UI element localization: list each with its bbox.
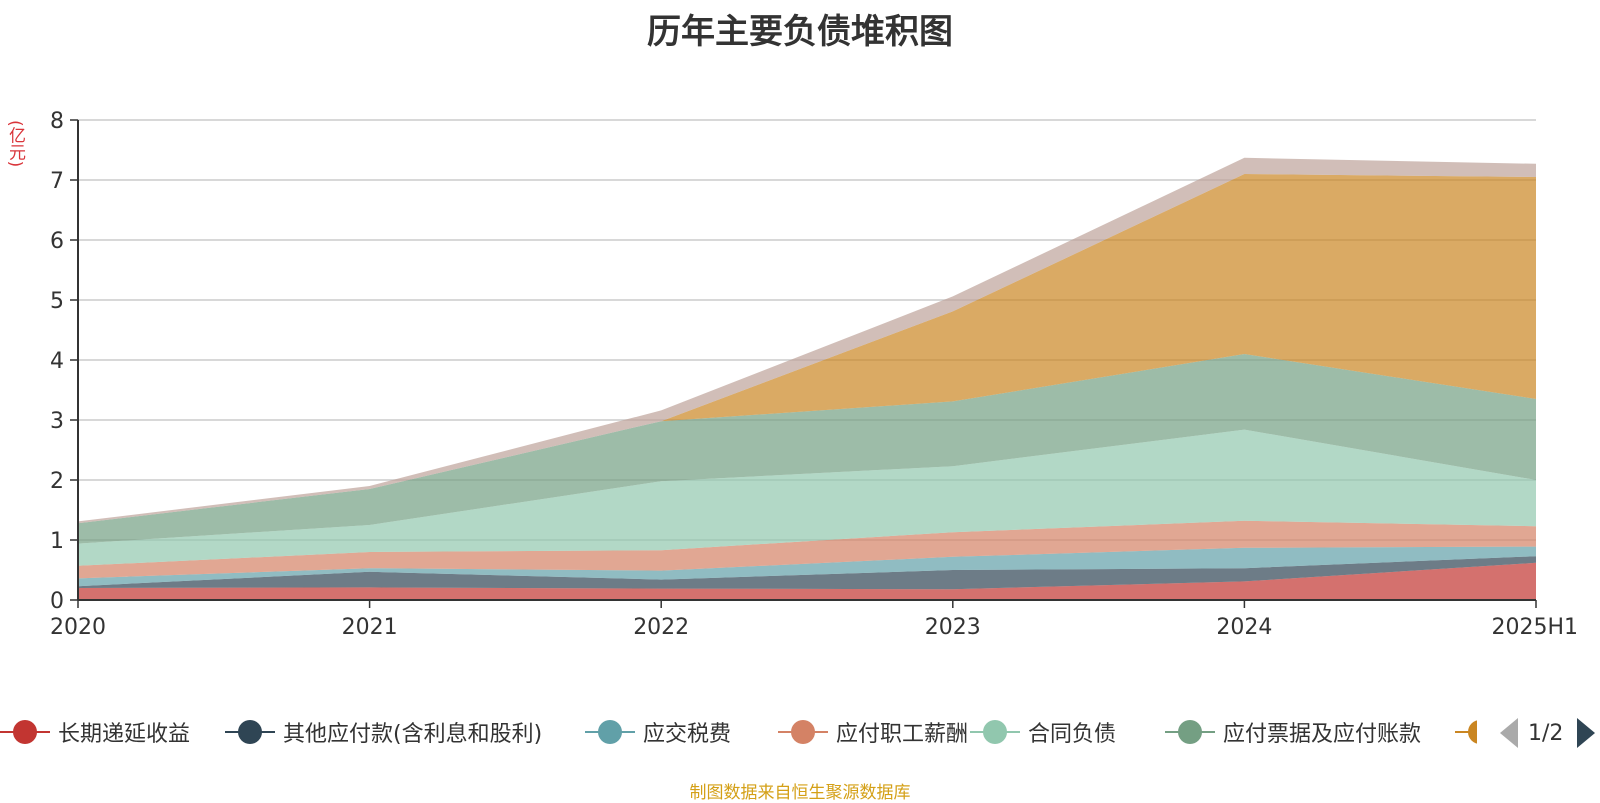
- legend-swatch-icon: [1165, 720, 1215, 744]
- x-tick-label: 2023: [925, 615, 981, 640]
- x-tick-label: 2022: [633, 615, 689, 640]
- y-tick-labels: 0 1 2 3 4 5 6 7 8: [50, 109, 64, 614]
- legend-swatch-icon: [970, 720, 1020, 744]
- legend-page-indicator: 1/2: [1528, 720, 1564, 746]
- legend: 长期递延收益 其他应付款(含利息和股利) 应交税费 应付职工薪酬 合同负债 应付票据及应付…: [0, 716, 1600, 756]
- stacked-area-chart: 0 1 2 3 4 5 6 7 8 2020 2021 2022 2023 2024 2025H1: [50, 109, 1578, 640]
- area-series-shape[interactable]: [78, 520, 1536, 579]
- legend-next-page-icon[interactable]: [1577, 718, 1596, 748]
- y-tick-label: 8: [50, 109, 64, 134]
- area-series-shape[interactable]: [78, 429, 1536, 566]
- axes: [77, 120, 1537, 608]
- y-tick-label: 1: [50, 529, 64, 554]
- y-tick-label: 4: [50, 349, 64, 374]
- legend-swatch-icon: [0, 720, 50, 744]
- legend-label: 其他应付款(含利息和股利): [283, 722, 543, 747]
- x-tick-label: 2021: [342, 615, 398, 640]
- chart-title: 历年主要负债堆积图: [647, 12, 953, 52]
- legend-item[interactable]: 合同负债: [970, 716, 1116, 748]
- x-tick-label: 2020: [50, 615, 106, 640]
- legend-swatch-icon: [585, 720, 635, 744]
- area-series-shape[interactable]: [78, 354, 1536, 544]
- area-series-shape[interactable]: [78, 546, 1536, 587]
- legend-swatch-icon: [1455, 720, 1477, 744]
- legend-swatch-icon: [778, 720, 828, 744]
- legend-item[interactable]: 应付票据及应付账款: [1165, 716, 1421, 748]
- area-series-shape[interactable]: [78, 562, 1536, 600]
- legend-item[interactable]: 应交税费: [585, 716, 731, 748]
- area-series-shape[interactable]: [78, 556, 1536, 590]
- x-tick-label: 2024: [1216, 615, 1272, 640]
- y-tick-label: 5: [50, 289, 64, 314]
- legend-item[interactable]: 其他应付款(含利息和股利): [225, 716, 542, 748]
- legend-label: 应付职工薪酬: [836, 722, 969, 747]
- x-tick-label: 2025H1: [1491, 615, 1578, 640]
- legend-label: 长期递延收益: [58, 722, 191, 747]
- legend-item[interactable]: 应付职工薪酬: [778, 716, 968, 748]
- legend-item[interactable]: 长期递延收益: [0, 716, 190, 748]
- legend-pager: 1/2: [1500, 716, 1596, 750]
- area-series: [78, 157, 1536, 600]
- legend-label: 应交税费: [643, 722, 732, 747]
- y-axis-unit-label: (亿元): [5, 120, 25, 168]
- legend-prev-page-icon[interactable]: [1500, 718, 1518, 748]
- data-source-note: 制图数据来自恒生聚源数据库: [689, 783, 911, 803]
- y-tick-label: 0: [50, 589, 64, 614]
- area-series-shape[interactable]: [78, 174, 1536, 524]
- y-tick-label: 7: [50, 169, 64, 194]
- legend-label: 合同负债: [1028, 722, 1117, 747]
- legend-item[interactable]: [1455, 716, 1485, 748]
- x-tick-labels: 2020 2021 2022 2023 2024 2025H1: [50, 615, 1578, 640]
- y-tick-label: 2: [50, 469, 64, 494]
- y-tick-label: 3: [50, 409, 64, 434]
- legend-swatch-icon: [225, 720, 275, 744]
- legend-label: 应付票据及应付账款: [1223, 722, 1422, 747]
- y-tick-label: 6: [50, 229, 64, 254]
